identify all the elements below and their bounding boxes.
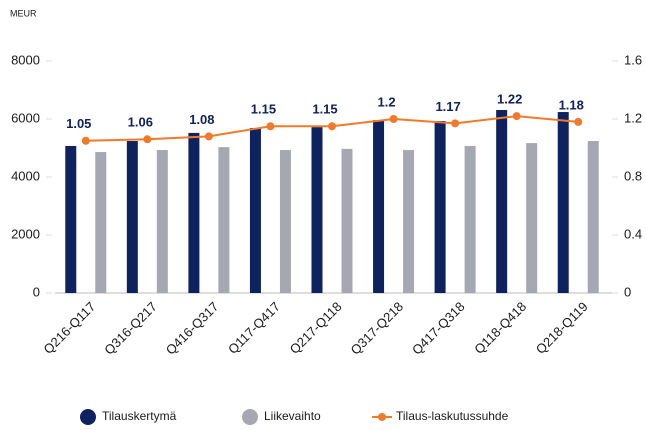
y-tick-label: 2000: [11, 226, 40, 241]
bar: [65, 145, 77, 293]
line-point: [266, 122, 275, 131]
bar: [341, 148, 353, 293]
line-point: [389, 115, 398, 123]
x-tick-label: Q118-Q418: [471, 299, 529, 357]
line-point: [143, 135, 152, 144]
x-tick-label: Q416-Q317: [163, 299, 222, 358]
data-label: 1.15: [312, 102, 337, 117]
y-tick-label: 8000: [11, 52, 40, 67]
bar: [434, 121, 446, 293]
bar: [373, 120, 385, 293]
data-label: 1.05: [66, 116, 91, 131]
line-point: [204, 132, 213, 141]
y2-tick-label: 1.2: [624, 110, 642, 125]
line-point: [81, 136, 90, 145]
legend-label: Tilaus-laskutussuhde: [396, 409, 509, 423]
legend-label: Liikevaihto: [264, 409, 321, 423]
data-label: 1.06: [128, 115, 153, 130]
y2-tick-label: 1.6: [624, 52, 642, 67]
data-label: 1.22: [497, 92, 522, 107]
bar: [95, 152, 107, 293]
legend-marker: [378, 413, 386, 421]
line-point: [574, 117, 583, 126]
legend-label: Tilauskertymä: [102, 409, 177, 423]
x-tick-label: Q218-Q119: [533, 299, 591, 357]
bar: [464, 145, 476, 293]
x-tick-label: Q316-Q217: [101, 299, 160, 358]
y-unit-label: MEUR: [10, 8, 37, 18]
data-label: 1.18: [559, 97, 584, 112]
y2-tick-label: 0.8: [624, 168, 642, 183]
bar: [403, 150, 415, 293]
bar: [587, 141, 599, 293]
x-tick-label: Q217-Q118: [287, 299, 345, 357]
data-label: 1.17: [435, 99, 460, 114]
y2-tick-label: 0.4: [624, 226, 642, 241]
data-label: 1.15: [251, 102, 276, 117]
bar: [156, 150, 168, 293]
bar: [218, 147, 230, 293]
bar: [526, 143, 538, 293]
bar: [188, 132, 200, 293]
bar: [126, 141, 138, 293]
y-tick-label: 6000: [11, 110, 40, 125]
legend-marker: [242, 409, 258, 425]
x-tick-label: Q417-Q318: [409, 299, 468, 358]
x-tick-label: Q317-Q218: [347, 299, 406, 358]
bar: [496, 110, 508, 293]
bar: [249, 127, 261, 294]
line-point: [512, 112, 521, 121]
legend-marker: [80, 409, 96, 425]
bar: [557, 112, 569, 293]
data-label: 1.2: [378, 94, 396, 109]
y-tick-label: 0: [33, 284, 40, 299]
y2-tick-label: 0: [624, 284, 631, 299]
y-tick-label: 4000: [11, 168, 40, 183]
line-point: [328, 122, 336, 131]
x-tick-label: Q117-Q417: [225, 299, 283, 357]
x-tick-label: Q216-Q117: [40, 299, 98, 357]
line-point: [451, 119, 460, 128]
bar: [279, 150, 291, 293]
data-label: 1.08: [189, 112, 214, 127]
bar: [311, 127, 323, 294]
